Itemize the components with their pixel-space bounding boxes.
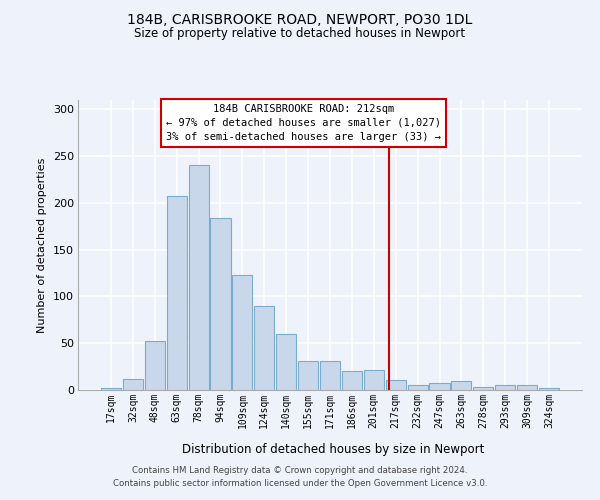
Bar (517, 386, 537, 390)
Bar (123, 379, 143, 390)
Bar (364, 370, 384, 390)
Bar (473, 387, 493, 390)
Text: Distribution of detached houses by size in Newport: Distribution of detached houses by size … (182, 442, 484, 456)
Bar (254, 306, 274, 390)
Bar (145, 342, 165, 390)
Bar (276, 334, 296, 390)
Bar (188, 166, 209, 390)
Bar (430, 384, 449, 390)
Bar (407, 386, 428, 390)
Bar (298, 361, 318, 390)
Bar (101, 388, 121, 390)
Y-axis label: Number of detached properties: Number of detached properties (37, 158, 47, 332)
Text: Size of property relative to detached houses in Newport: Size of property relative to detached ho… (134, 28, 466, 40)
Bar (386, 380, 406, 390)
Bar (451, 380, 472, 390)
Bar (320, 361, 340, 390)
Bar (342, 372, 362, 390)
Bar (539, 388, 559, 390)
Bar (167, 196, 187, 390)
Text: Contains HM Land Registry data © Crown copyright and database right 2024.
Contai: Contains HM Land Registry data © Crown c… (113, 466, 487, 487)
Text: 184B CARISBROOKE ROAD: 212sqm
← 97% of detached houses are smaller (1,027)
3% of: 184B CARISBROOKE ROAD: 212sqm ← 97% of d… (166, 104, 441, 142)
Bar (495, 386, 515, 390)
Text: 184B, CARISBROOKE ROAD, NEWPORT, PO30 1DL: 184B, CARISBROOKE ROAD, NEWPORT, PO30 1D… (127, 12, 473, 26)
Bar (232, 275, 253, 390)
Bar (211, 218, 230, 390)
